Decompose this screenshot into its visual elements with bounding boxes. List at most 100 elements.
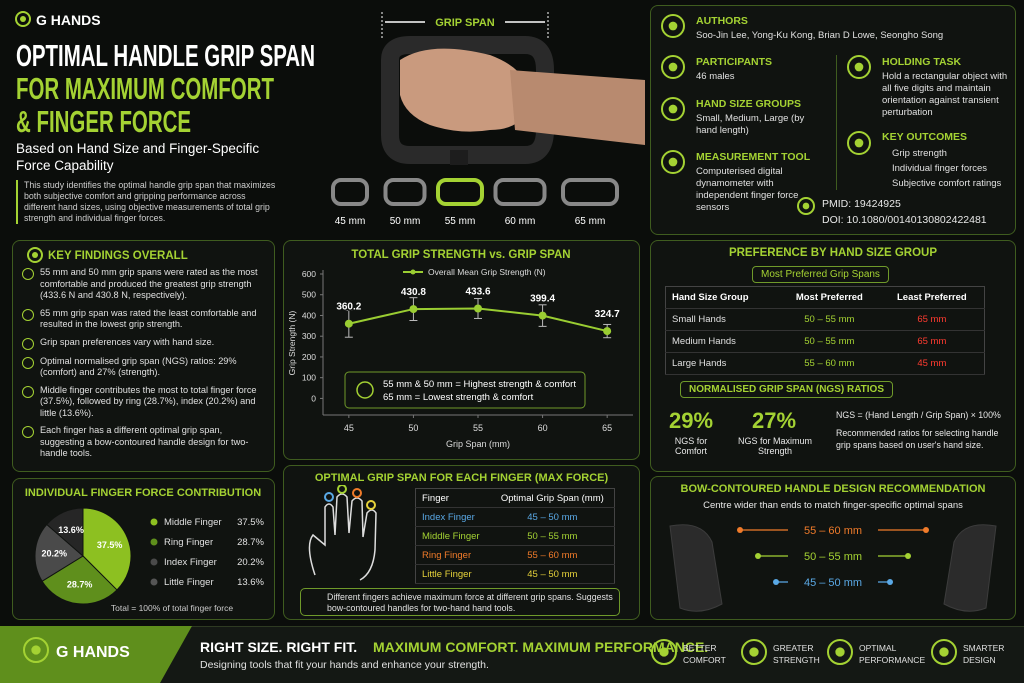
cell: 65 mm — [879, 308, 985, 331]
pie-slice — [46, 507, 84, 558]
outcome-item: Individual finger forces — [892, 163, 988, 174]
badge-label: GREATER STRENGTH — [773, 643, 820, 665]
cell: Large Hands — [665, 352, 779, 375]
icon-dot — [32, 252, 38, 258]
section-title: MEASUREMENT TOOL — [696, 151, 811, 163]
findings-list: 55 mm and 50 mm grip spans were rated as… — [22, 267, 268, 466]
span-icon — [561, 178, 619, 206]
icon — [847, 131, 871, 155]
x-axis-label: Grip Span (mm) — [446, 439, 510, 449]
table-row: Small Hands 50 – 55 mm 65 mm — [665, 308, 985, 331]
icon-shape — [23, 637, 49, 663]
icon-dot — [854, 138, 864, 148]
cell: 45 – 50 mm — [490, 564, 615, 584]
icon-shape — [741, 639, 767, 665]
value-label: 430.8 — [401, 287, 426, 298]
span-end — [755, 553, 761, 559]
outcome-item: Grip strength — [892, 148, 947, 159]
brand: G HANDS — [36, 12, 101, 28]
pie-chart: INDIVIDUAL FINGER FORCE CONTRIBUTION 37.5… — [25, 487, 265, 613]
cell: 45 – 50 mm — [490, 507, 615, 527]
icon — [651, 639, 677, 665]
value-label: 399.4 — [530, 294, 555, 305]
finger-dot — [366, 500, 376, 510]
finger-dot — [324, 492, 334, 502]
chart-title: TOTAL GRIP STRENGTH vs. GRIP SPAN — [351, 249, 570, 261]
title-line: OPTIMAL HANDLE GRIP SPAN — [16, 38, 315, 73]
section-text: Small, Medium, Large (by hand length) — [696, 113, 805, 136]
bow-drawing: 55 – 60 mm 50 – 55 mm 45 – 50 mm — [669, 522, 997, 612]
value-label: 433.6 — [465, 287, 490, 298]
icon — [661, 150, 685, 174]
panel-subtitle: Centre wider than ends to match finger-s… — [703, 500, 963, 511]
icon-dot — [749, 647, 759, 657]
tagline: RIGHT SIZE. RIGHT FIT. — [200, 639, 358, 655]
pie-note: Total = 100% of total finger force — [111, 603, 233, 613]
panel-title: PREFERENCE BY HAND SIZE GROUP — [728, 247, 938, 259]
slice-label: 13.6% — [58, 525, 84, 535]
span-label-bg — [788, 522, 878, 538]
table-row: Index Finger 45 – 50 mm — [415, 507, 615, 527]
icon-dot — [668, 104, 678, 114]
note-box: Different fingers achieve maximum force … — [300, 588, 620, 616]
point — [538, 311, 547, 320]
cell: 55 – 60 mm — [778, 352, 880, 375]
pie-slice — [41, 555, 118, 605]
check-icon — [22, 426, 34, 438]
outcome-item: Subjective comfort ratings — [892, 178, 1002, 189]
check-icon — [22, 337, 34, 350]
pie-slice — [82, 507, 132, 591]
chart-title: INDIVIDUAL FINGER FORCE CONTRIBUTION — [25, 487, 261, 499]
icon — [827, 639, 853, 665]
badge-label: OPTIMAL PERFORMANCE — [859, 643, 926, 665]
panel-title: OPTIMAL GRIP SPAN FOR EACH FINGER (MAX F… — [314, 472, 609, 484]
legend-label: Middle Finger — [164, 517, 222, 528]
span-label: GRIP SPAN — [435, 17, 495, 29]
finding-text: Grip span preferences vary with hand siz… — [40, 336, 215, 347]
tagline: MAXIMUM COMFORT. MAXIMUM PERFORMANCE. — [373, 639, 709, 655]
badge-label: BETTER COMFORT — [683, 643, 726, 665]
icon — [741, 639, 767, 665]
header-cell: Least Preferred — [879, 286, 985, 309]
table-row: Middle Finger 50 – 55 mm — [415, 526, 615, 546]
legend-label: Overall Mean Grip Strength (N) — [428, 267, 546, 277]
cell: Middle Finger — [415, 526, 491, 546]
icon-shape — [931, 639, 957, 665]
cell: 45 mm — [879, 352, 985, 375]
icon-dot — [31, 645, 41, 655]
ngs-value: 27% — [751, 408, 797, 433]
icon — [27, 247, 43, 263]
icon — [661, 14, 685, 38]
span-label: 50 – 55 mm — [804, 551, 862, 563]
footer-brand-block — [0, 626, 192, 683]
icon-shape — [661, 14, 685, 38]
ngs-pill: NORMALISED GRIP SPAN (NGS) RATIOS — [680, 381, 894, 398]
finding-text: Middle finger contributes the most to to… — [40, 384, 257, 418]
icon — [661, 55, 685, 79]
table-row: Large Hands 55 – 60 mm 45 mm — [665, 352, 985, 375]
span-label-bg — [788, 574, 878, 590]
hero-image: GRIP SPAN 45 mm 50 mm 55 mm 60 mm 65 mm — [331, 12, 645, 227]
header-row: Hand Size Group Most Preferred Least Prefe… — [665, 286, 985, 309]
finding: Middle finger contributes the most to to… — [22, 385, 268, 420]
chart-panel — [283, 240, 640, 460]
y-tick-label: 100 — [302, 373, 316, 383]
header-cell: Optimal Grip Span (mm) — [490, 488, 615, 508]
y-axis-label: Grip Strength (N) — [287, 310, 297, 375]
icon — [15, 11, 31, 27]
section-title: PARTICIPANTS — [696, 56, 773, 68]
finding-text: Each finger has a different optimal grip… — [40, 425, 249, 458]
study-panel — [650, 5, 1016, 235]
title-line: & FINGER FORCE — [16, 104, 192, 139]
legend-marker — [150, 558, 158, 566]
annotation: 55 mm & 50 mm = Highest strength & comfo… — [383, 379, 576, 390]
point — [474, 304, 482, 313]
table-row: Little Finger 45 – 50 mm — [415, 564, 615, 584]
cell: Ring Finger — [415, 545, 491, 565]
finger-dot — [337, 485, 347, 494]
panel-title: BOW-CONTOURED HANDLE DESIGN RECOMMENDATI… — [680, 483, 986, 495]
span-label-bg — [425, 14, 505, 30]
span-icon — [331, 178, 369, 206]
cell: Medium Hands — [665, 330, 779, 353]
